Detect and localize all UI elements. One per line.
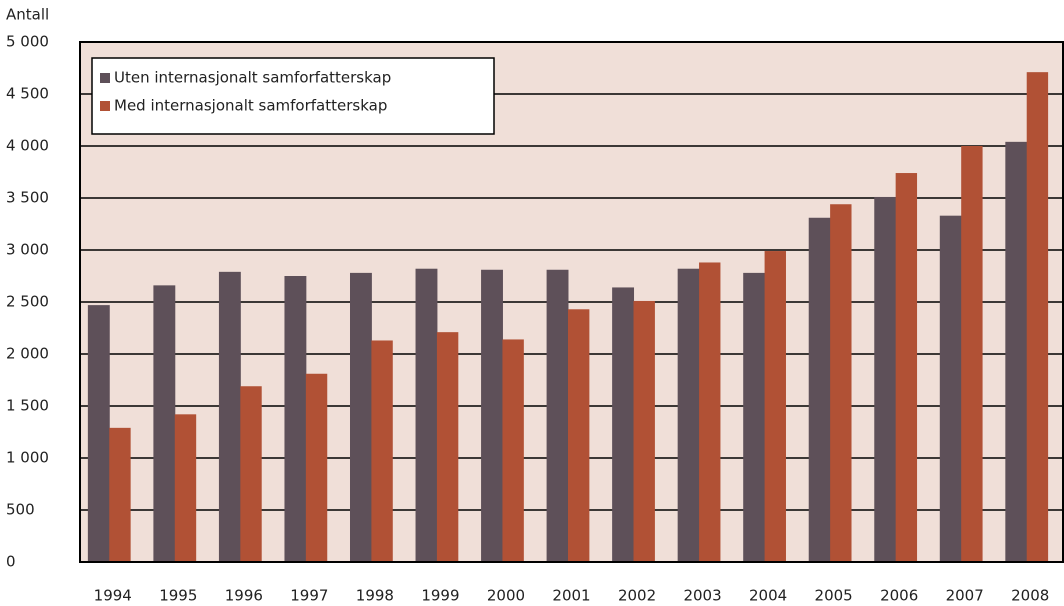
x-tick-label: 2007 bbox=[946, 587, 984, 605]
bar bbox=[481, 269, 503, 562]
bar bbox=[764, 251, 786, 563]
y-axis-label: Antall bbox=[6, 6, 49, 24]
bar bbox=[87, 305, 110, 562]
x-tick-label: 2002 bbox=[618, 587, 656, 605]
bar bbox=[349, 272, 372, 562]
bar bbox=[895, 173, 918, 563]
legend-box bbox=[91, 57, 495, 135]
bar bbox=[567, 309, 590, 562]
y-tick-label: 2 500 bbox=[6, 293, 49, 311]
bar bbox=[1005, 141, 1028, 562]
y-tick-label: 3 500 bbox=[6, 189, 49, 207]
x-tick-label: 2001 bbox=[552, 587, 590, 605]
legend-swatch bbox=[100, 101, 110, 111]
bar bbox=[240, 386, 262, 562]
bar bbox=[284, 276, 307, 562]
bar bbox=[677, 268, 700, 562]
x-tick-label: 1997 bbox=[290, 587, 328, 605]
bar bbox=[546, 269, 569, 562]
x-tick-label: 1994 bbox=[94, 587, 132, 605]
bar bbox=[939, 215, 962, 562]
bar bbox=[109, 427, 131, 562]
y-tick-label: 500 bbox=[6, 501, 35, 519]
x-tick-label: 2004 bbox=[749, 587, 787, 605]
legend-label: Uten internasjonalt samforfatterskap bbox=[114, 69, 391, 87]
bar bbox=[808, 217, 831, 562]
x-tick-label: 1995 bbox=[159, 587, 197, 605]
bar bbox=[305, 373, 328, 562]
bar bbox=[218, 271, 241, 562]
y-tick-label: 2 000 bbox=[6, 345, 49, 363]
x-tick-label: 2005 bbox=[815, 587, 853, 605]
y-tick-label: 1 000 bbox=[6, 449, 49, 467]
plot-border bbox=[79, 41, 1064, 563]
y-tick-label: 0 bbox=[6, 553, 16, 571]
bar bbox=[961, 146, 983, 562]
legend-swatch bbox=[100, 73, 110, 83]
legend-label: Med internasjonalt samforfatterskap bbox=[114, 97, 387, 115]
bar bbox=[502, 339, 524, 562]
bar bbox=[153, 285, 176, 562]
x-tick-label: 1996 bbox=[225, 587, 263, 605]
bar bbox=[699, 262, 721, 562]
x-tick-label: 1999 bbox=[421, 587, 459, 605]
bar bbox=[633, 300, 655, 562]
y-tick-label: 4 000 bbox=[6, 137, 49, 155]
y-tick-label: 3 000 bbox=[6, 241, 49, 259]
bar bbox=[612, 287, 635, 562]
bar bbox=[371, 340, 393, 562]
y-tick-label: 1 500 bbox=[6, 397, 49, 415]
x-tick-label: 2000 bbox=[487, 587, 525, 605]
x-tick-label: 2006 bbox=[880, 587, 918, 605]
bar bbox=[1026, 72, 1049, 562]
bar bbox=[415, 268, 438, 562]
bar bbox=[174, 414, 197, 562]
x-tick-label: 2003 bbox=[683, 587, 721, 605]
x-tick-label: 2008 bbox=[1011, 587, 1049, 605]
bar bbox=[743, 272, 766, 562]
bar bbox=[830, 204, 852, 563]
bar bbox=[874, 196, 897, 562]
y-tick-label: 4 500 bbox=[6, 85, 49, 103]
y-tick-label: 5 000 bbox=[6, 33, 49, 51]
x-tick-label: 1998 bbox=[356, 587, 394, 605]
bar bbox=[436, 332, 459, 562]
